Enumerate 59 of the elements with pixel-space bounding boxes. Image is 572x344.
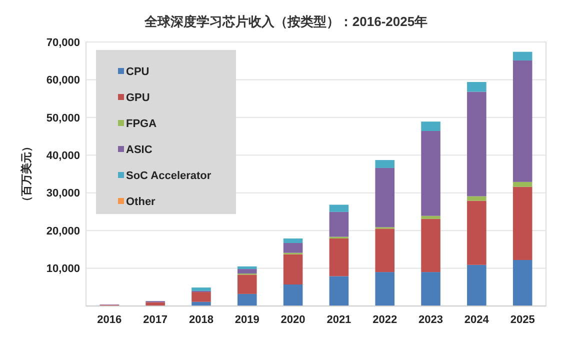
bar — [467, 92, 486, 196]
x-tick-label: 2020 — [280, 314, 306, 326]
bar — [329, 238, 349, 276]
bar — [375, 168, 395, 228]
y-tick-label: 60,000 — [46, 74, 80, 87]
bar — [237, 269, 257, 274]
x-tick-label: 2023 — [418, 314, 444, 326]
chart-title: 全球深度学习芯片收入（按类型）：2016-2025年 — [143, 14, 428, 29]
y-axis-title: （百万美元） — [20, 141, 33, 207]
y-tick-label: 20,000 — [46, 225, 80, 238]
y-tick-label: 30,000 — [46, 188, 80, 200]
bar — [237, 294, 257, 306]
bar — [421, 131, 440, 216]
bar — [375, 272, 395, 306]
bar — [237, 274, 257, 294]
bar — [329, 204, 349, 212]
bar — [512, 186, 532, 260]
legend-label: GPU — [126, 92, 150, 104]
bar — [375, 160, 395, 168]
bar — [512, 182, 532, 187]
x-tick-label: 2018 — [188, 314, 214, 326]
bar — [283, 243, 303, 253]
bar — [283, 284, 303, 306]
bar — [283, 254, 303, 284]
x-tick-label: 2016 — [97, 314, 122, 326]
bar — [283, 238, 303, 244]
x-tick-label: 2022 — [372, 314, 398, 326]
bar — [512, 60, 532, 182]
bar — [467, 264, 486, 306]
bar — [146, 302, 165, 306]
y-tick-label: 40,000 — [46, 150, 80, 162]
x-tick-label: 2024 — [464, 314, 490, 326]
legend-label: SoC Accelerator — [126, 170, 212, 182]
bar — [329, 212, 349, 237]
legend-label: FPGA — [126, 118, 157, 130]
legend-label: ASIC — [126, 144, 152, 156]
legend-label: Other — [126, 196, 156, 208]
y-tick-label: 10,000 — [46, 263, 80, 276]
bar — [467, 196, 486, 201]
bar — [421, 216, 440, 219]
legend-label: CPU — [126, 66, 150, 78]
bar — [512, 260, 532, 306]
bar — [237, 266, 257, 270]
y-tick-label: 70,000 — [46, 36, 80, 49]
x-tick-label: 2025 — [510, 314, 535, 326]
y-tick-label: 50,000 — [46, 112, 80, 124]
x-tick-label: 2017 — [143, 314, 168, 326]
bar — [467, 82, 486, 92]
bar — [192, 292, 211, 302]
x-tick-label: 2019 — [234, 314, 260, 326]
bar — [421, 122, 440, 132]
bar — [375, 228, 395, 272]
bar — [467, 200, 486, 265]
bar — [421, 218, 440, 272]
bar — [512, 52, 532, 60]
bar — [192, 288, 211, 291]
bar — [421, 272, 440, 306]
bar — [329, 276, 349, 306]
x-tick-label: 2021 — [326, 314, 352, 326]
